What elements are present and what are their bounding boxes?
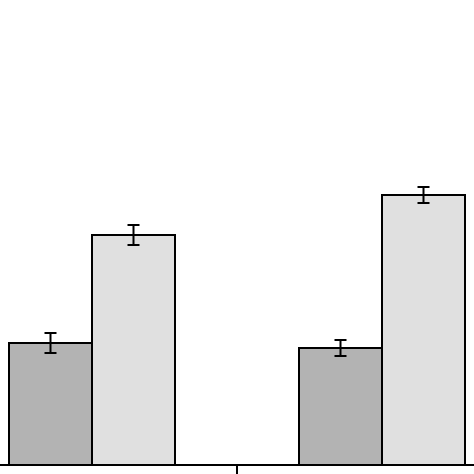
bar-group2-series2 <box>381 194 466 466</box>
bar-group2-series1 <box>298 347 383 466</box>
error-bar-group1-series1 <box>44 332 57 354</box>
bar-group1-series1 <box>8 342 93 466</box>
error-bar-group2-series1 <box>334 339 347 357</box>
axes-layer <box>0 464 474 474</box>
bar-group1-series2 <box>91 234 176 466</box>
error-bars-layer <box>44 186 430 357</box>
error-bar-group1-series2 <box>127 224 140 246</box>
error-bar-group2-series2 <box>417 186 430 204</box>
bars-layer <box>8 194 466 466</box>
